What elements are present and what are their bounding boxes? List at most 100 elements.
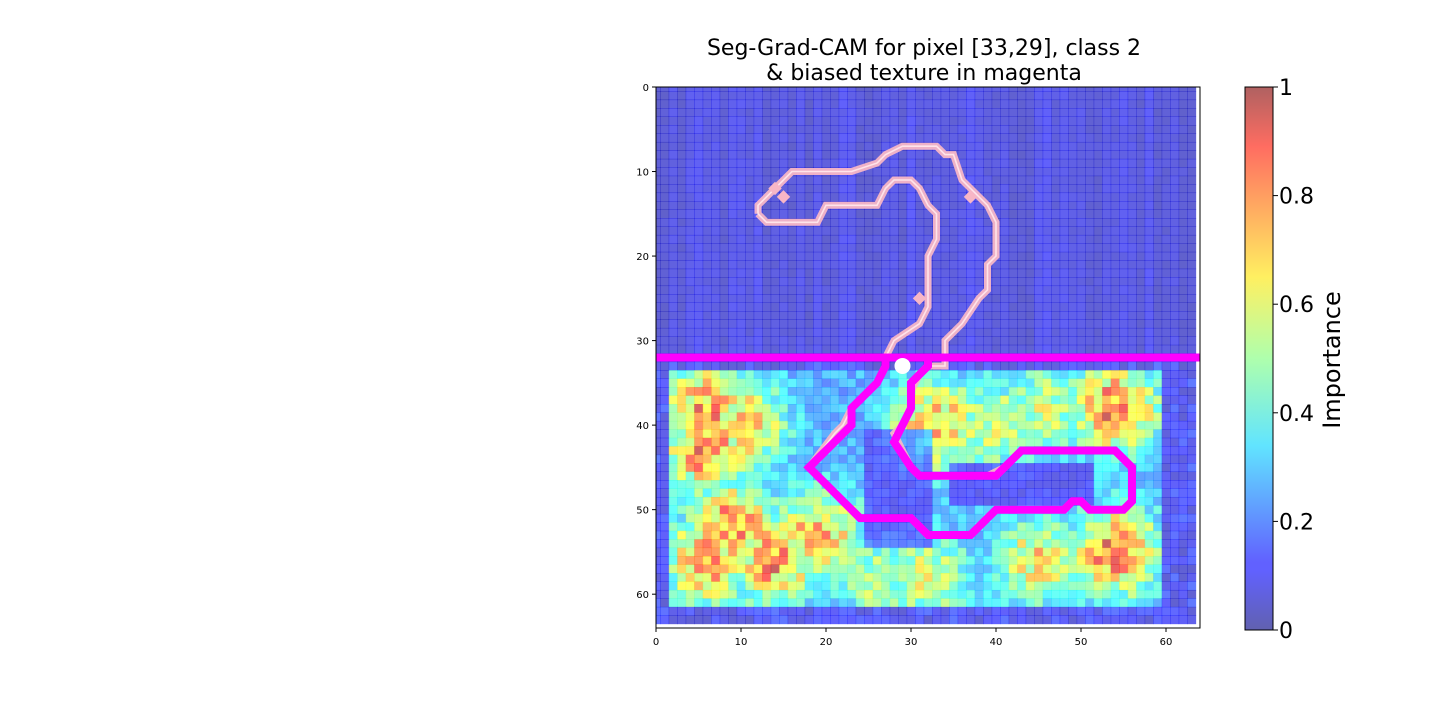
heatmap-cell [1119,539,1129,549]
heatmap-cell [685,598,695,608]
heatmap-cell [1008,226,1018,236]
heatmap-cell [719,370,729,380]
heatmap-cell [1153,598,1163,608]
heatmap-cell [656,522,661,532]
heatmap-cell [1076,209,1086,219]
heatmap-cell [1008,201,1018,210]
heatmap-cell [872,437,882,447]
heatmap-cell [1000,116,1010,126]
heatmap-cell [1051,513,1061,523]
heatmap-cell [1017,158,1027,168]
heatmap-cell [685,505,695,515]
heatmap-cell [872,116,882,126]
heatmap-cell [745,522,755,532]
heatmap-cell [779,251,789,261]
heatmap-cell [1127,302,1137,312]
heatmap-cell [983,505,993,515]
heatmap-cell [1076,522,1086,532]
heatmap-cell [753,141,763,151]
heatmap-cell [1008,141,1018,151]
heatmap-cell [1187,209,1197,219]
heatmap-cell [668,311,678,320]
heatmap-cell [804,606,814,616]
heatmap-cell [830,243,840,253]
heatmap-cell [779,412,789,422]
heatmap-cell [991,573,1001,582]
heatmap-cell [872,556,882,565]
heatmap-cell [940,175,950,185]
heatmap-cell [1119,547,1129,557]
heatmap-cell [660,285,670,295]
heatmap-cell [804,234,814,244]
heatmap-cell [1025,564,1035,574]
heatmap-cell [1034,361,1044,371]
heatmap-cell [898,209,908,219]
heatmap-cell [881,251,891,261]
heatmap-cell [966,87,976,92]
heatmap-cell [685,564,695,574]
heatmap-cell [915,564,925,574]
heatmap-cell [881,547,891,557]
heatmap-cell [787,564,797,574]
heatmap-cell [685,260,695,270]
heatmap-cell [677,581,687,591]
heatmap-cell [1170,539,1180,549]
heatmap-cell [668,378,678,388]
heatmap-cell [881,437,891,447]
heatmap-cell [770,268,780,278]
heatmap-cell [1059,108,1069,117]
heatmap-cell [728,429,738,439]
heatmap-cell [1136,403,1146,413]
heatmap-cell [1093,480,1103,489]
heatmap-cell [1085,294,1095,303]
heatmap-cell [813,133,823,143]
heatmap-cell [736,463,746,473]
heatmap-cell [949,251,959,261]
heatmap-cell [821,234,831,244]
heatmap-cell [1187,294,1197,303]
heatmap-cell [728,234,738,244]
heatmap-cell [1000,125,1010,134]
heatmap-cell [898,589,908,599]
heatmap-cell [1093,471,1103,481]
heatmap-cell [1085,133,1095,143]
heatmap-cell [889,522,899,532]
heatmap-cell [838,581,848,591]
heatmap-cell [872,530,882,540]
heatmap-cell [668,285,678,295]
heatmap-cell [677,184,687,194]
heatmap-cell [1025,556,1035,565]
heatmap-cell [745,496,755,506]
heatmap-cell [656,327,661,337]
heatmap-cell [1076,125,1086,134]
heatmap-cell [974,141,984,151]
heatmap-cell [1178,547,1188,557]
heatmap-cell [1153,539,1163,549]
heatmap-cell [872,125,882,134]
heatmap-cell [1000,99,1010,109]
heatmap-cell [991,361,1001,371]
heatmap-cell [1042,370,1052,380]
heatmap-cell [787,547,797,557]
heatmap-cell [1127,429,1137,439]
heatmap-cell [940,522,950,532]
heatmap-cell [1153,150,1163,160]
heatmap-cell [957,615,967,625]
heatmap-cell [838,606,848,616]
heatmap-cell [694,116,704,126]
heatmap-cell [1153,226,1163,236]
heatmap-cell [821,598,831,608]
heatmap-cell [1068,344,1078,354]
heatmap-cell [940,91,950,101]
heatmap-cell [864,294,874,303]
heatmap-cell [660,243,670,253]
heatmap-cell [762,302,772,312]
heatmap-cell [694,513,704,523]
heatmap-cell [656,446,661,456]
heatmap-cell [864,226,874,236]
heatmap-cell [957,336,967,346]
heatmap-cell [787,243,797,253]
heatmap-cell [711,463,721,473]
heatmap-cell [1102,344,1112,354]
heatmap-cell [847,488,857,498]
